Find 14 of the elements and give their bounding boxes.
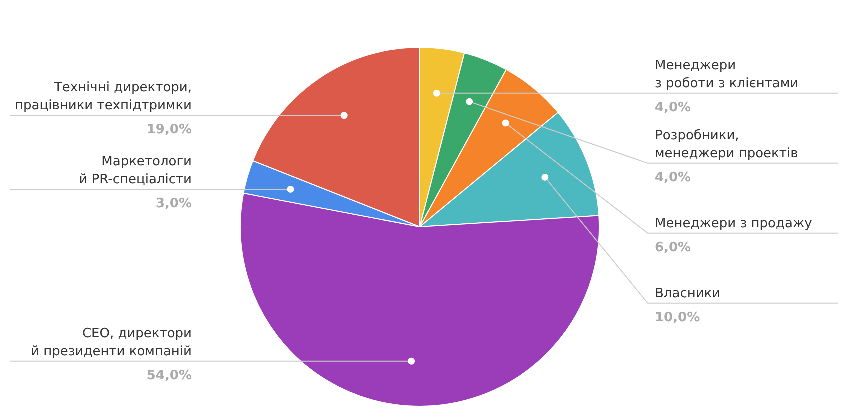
slice-label: Розробники, менеджери проектів [655, 128, 798, 162]
slice-label: Маркетологи й PR-спеціалісти [79, 154, 192, 188]
slice-label: CEO, директори й президенти компаній [31, 326, 192, 360]
slice-label: Технічні директори, працівники техпідтримки [15, 80, 192, 114]
data-label: 19,0% [146, 122, 192, 138]
data-label: 4,0% [655, 170, 692, 186]
slice-label: Менеджери з продажу [655, 216, 813, 232]
slice-label: Менеджери з роботи з клієнтами [655, 58, 799, 92]
slice-label: Власники [655, 286, 721, 302]
data-label: 6,0% [655, 240, 692, 256]
data-label: 3,0% [156, 196, 192, 212]
data-label: 10,0% [655, 310, 700, 326]
data-label: 54,0% [146, 368, 192, 384]
data-label: 4,0% [655, 100, 692, 116]
